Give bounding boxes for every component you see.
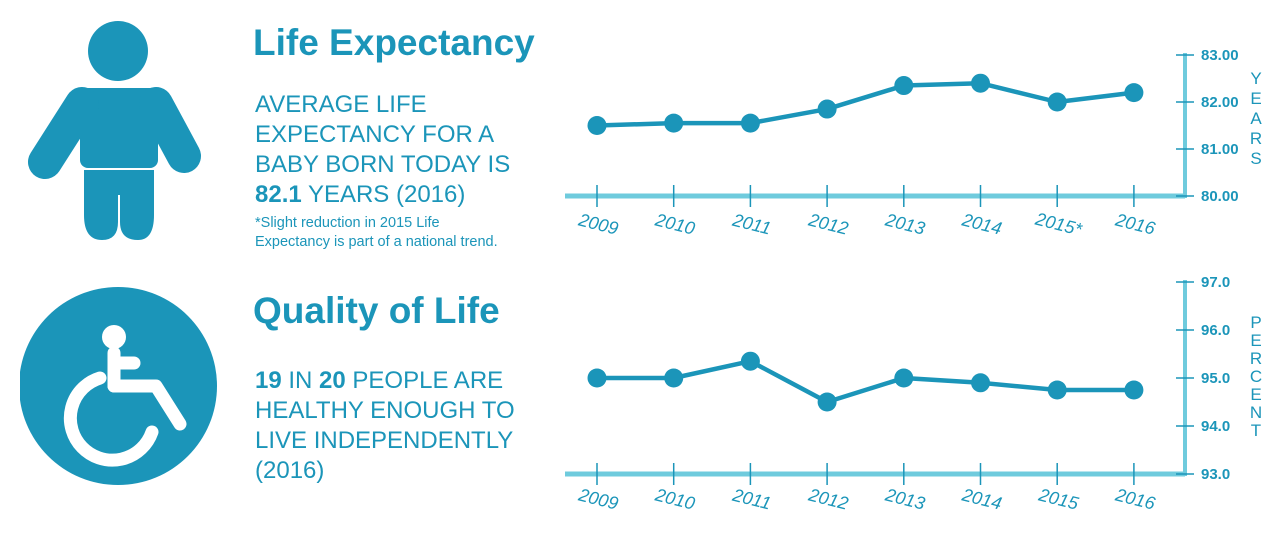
y-tick-label: 93.0: [1201, 466, 1230, 483]
data-point: [664, 369, 683, 388]
svg-text:C: C: [1250, 367, 1262, 386]
y-tick-label: 97.0: [1201, 274, 1230, 291]
data-point: [1124, 381, 1143, 400]
svg-text:E: E: [1250, 385, 1261, 404]
svg-text:R: R: [1250, 349, 1262, 368]
x-tick-label: 2009: [576, 484, 621, 513]
data-point: [971, 373, 990, 392]
x-tick-label: 2015: [1036, 484, 1082, 514]
data-point: [818, 393, 837, 412]
x-tick-label: 2014: [959, 484, 1004, 513]
x-tick-label: 2010: [652, 484, 697, 513]
svg-text:N: N: [1250, 403, 1262, 422]
x-tick-label: 2011: [730, 485, 773, 514]
x-tick-label: 2012: [806, 484, 851, 513]
y-tick-label: 94.0: [1201, 418, 1230, 435]
x-tick-label: 2016: [1113, 484, 1159, 514]
y-tick-label: 96.0: [1201, 322, 1230, 339]
y-tick-label: 95.0: [1201, 370, 1230, 387]
svg-text:T: T: [1251, 421, 1261, 440]
svg-text:E: E: [1250, 331, 1261, 350]
data-point: [1048, 381, 1067, 400]
x-tick-label: 2013: [882, 484, 927, 513]
data-point: [741, 352, 760, 371]
svg-text:P: P: [1250, 313, 1261, 332]
data-point: [894, 369, 913, 388]
data-point: [588, 369, 607, 388]
